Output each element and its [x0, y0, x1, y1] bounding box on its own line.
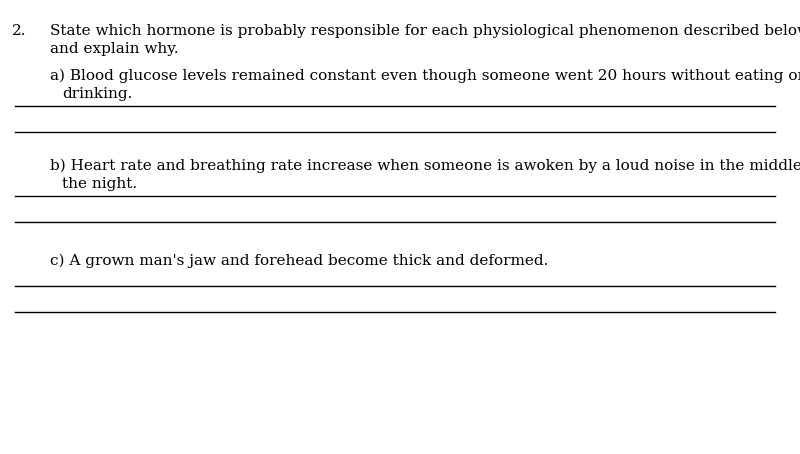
- Text: State which hormone is probably responsible for each physiological phenomenon de: State which hormone is probably responsi…: [50, 24, 800, 38]
- Text: c) A grown man's jaw and forehead become thick and deformed.: c) A grown man's jaw and forehead become…: [50, 254, 548, 268]
- Text: drinking.: drinking.: [62, 87, 132, 101]
- Text: the night.: the night.: [62, 177, 137, 191]
- Text: a) Blood glucose levels remained constant even though someone went 20 hours with: a) Blood glucose levels remained constan…: [50, 69, 800, 84]
- Text: b) Heart rate and breathing rate increase when someone is awoken by a loud noise: b) Heart rate and breathing rate increas…: [50, 159, 800, 173]
- Text: and explain why.: and explain why.: [50, 42, 178, 56]
- Text: 2.: 2.: [12, 24, 26, 38]
